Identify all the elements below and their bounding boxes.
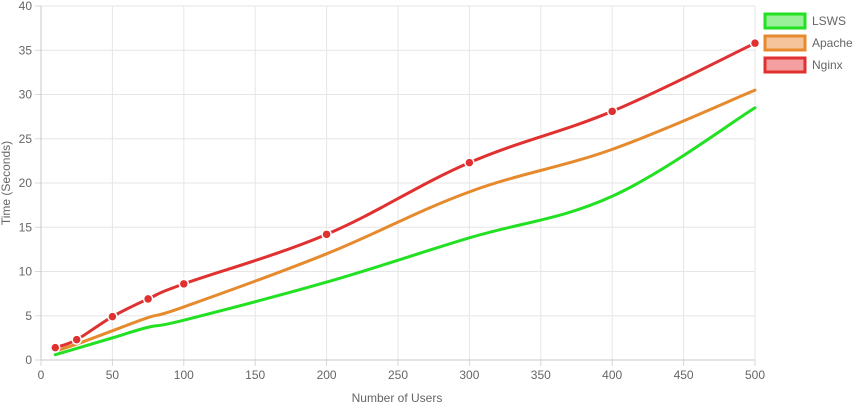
legend-item-apache[interactable]: Apache [763,34,853,52]
y-axis-title: Time (Seconds) [0,141,13,225]
x-tick-label: 250 [388,368,408,382]
legend[interactable]: LSWS Apache Nginx [763,12,853,74]
y-tick-label: 5 [25,309,32,323]
x-tick-label: 0 [38,368,45,382]
y-tick-label: 20 [19,176,33,190]
x-tick-label: 450 [674,368,694,382]
legend-item-lsws[interactable]: LSWS [763,12,846,30]
tick-labels: 0 50 100 150 200 250 300 350 400 450 500 0 5 10 15 20 25… [19,0,766,382]
x-tick-label: 50 [106,368,120,382]
legend-swatch [763,12,807,30]
legend-item-nginx[interactable]: Nginx [763,56,843,74]
x-tick-label: 200 [317,368,337,382]
data-point-nginx[interactable] [142,293,154,305]
x-tick-label: 100 [174,368,194,382]
y-tick-label: 25 [19,132,33,146]
data-point-nginx[interactable] [606,106,618,117]
x-tick-label: 500 [745,368,765,382]
data-point-nginx[interactable] [50,342,61,353]
series-lines [53,41,757,357]
series-line-apache [53,88,757,353]
series-markers [50,37,761,353]
x-tick-label: 350 [531,368,551,382]
x-tick-label: 300 [459,368,479,382]
data-point-nginx[interactable] [71,334,82,345]
grid [41,5,756,360]
data-point-nginx[interactable] [749,37,761,49]
y-tick-label: 30 [19,88,33,102]
y-tick-label: 0 [25,353,32,367]
data-point-nginx[interactable] [178,278,190,290]
legend-label: LSWS [812,14,846,28]
legend-label: Nginx [812,58,843,72]
x-tick-label: 150 [245,368,265,382]
y-tick-label: 15 [19,220,33,234]
data-point-nginx[interactable] [107,311,118,322]
y-tick-label: 40 [19,0,33,13]
x-axis-title: Number of Users [352,391,443,405]
axes [35,5,756,366]
data-point-nginx[interactable] [321,229,332,240]
series-line-nginx [53,41,757,350]
y-tick-label: 35 [19,43,33,57]
legend-swatch [763,34,807,52]
x-tick-label: 400 [602,368,622,382]
data-point-nginx[interactable] [464,157,475,168]
y-tick-label: 10 [19,265,33,279]
legend-swatch [763,56,807,74]
legend-label: Apache [812,36,853,50]
series-line-lsws [53,106,757,357]
